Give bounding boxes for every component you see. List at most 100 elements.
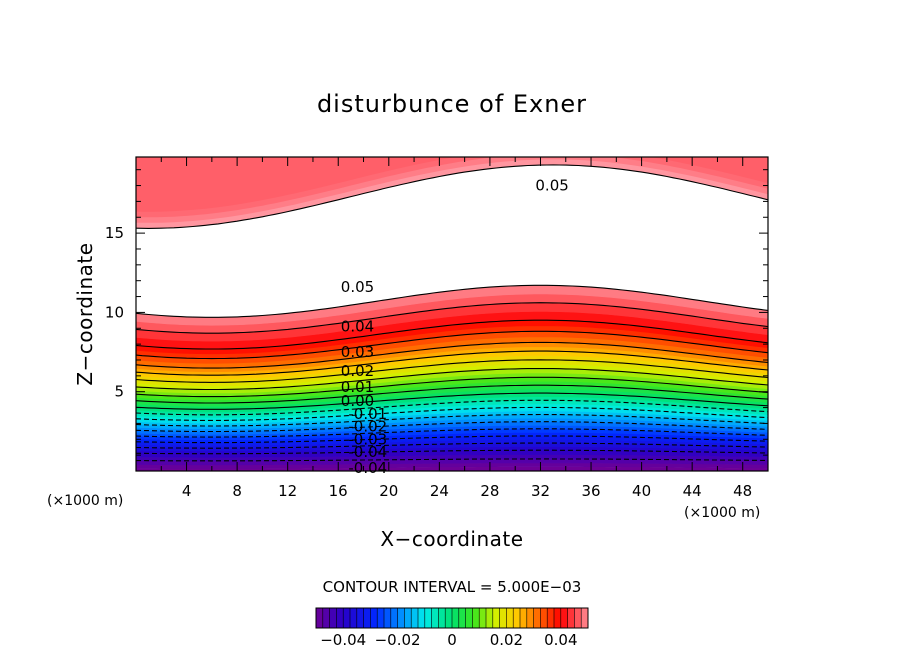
chart-title: disturbunce of Exner	[317, 90, 587, 118]
contour-lines	[136, 164, 768, 462]
contour-line	[136, 359, 768, 383]
colorbar-swatch	[472, 608, 480, 628]
contour-line	[136, 341, 768, 369]
colorbar-swatch	[567, 608, 575, 628]
x-axis-unit-right: (×1000 m)	[684, 505, 760, 521]
colorbar-swatch	[445, 608, 453, 628]
contour-line	[136, 449, 768, 455]
colorbar-swatch	[350, 608, 358, 628]
x-tick-label: 28	[480, 482, 499, 500]
colorbar-swatch	[526, 608, 534, 628]
contour-line	[136, 384, 768, 404]
contour-label: -0.02	[348, 418, 387, 436]
y-tick-label: 15	[105, 224, 124, 242]
x-axis-ticks: 4 8 12 16 20 24 28 32 36 40 44 48	[135, 157, 769, 500]
x-tick-label: 8	[232, 482, 242, 500]
contour-label: 0.03	[341, 343, 374, 361]
colorbar-swatch	[499, 608, 507, 628]
contour-line	[136, 442, 768, 449]
x-tick-label: 12	[278, 482, 297, 500]
colorbar-swatch	[384, 608, 392, 628]
colorbar-swatch	[370, 608, 378, 628]
x-tick-label: 20	[379, 482, 398, 500]
colorbar-tick-label: 0	[447, 631, 457, 649]
contour-band-upper	[136, 157, 768, 212]
x-tick-label: 4	[182, 482, 192, 500]
colorbar-swatch	[431, 608, 439, 628]
x-axis-unit-left: (×1000 m)	[47, 493, 123, 509]
contour-label: 0.04	[341, 318, 374, 336]
contour-label: 0.00	[341, 392, 374, 410]
y-axis-label: Z−coordinate	[73, 242, 97, 385]
contour-label: -0.01	[348, 405, 387, 423]
x-tick-label: 16	[329, 482, 348, 500]
colorbar-ticks: −0.04 −0.02 0 0.02 0.04	[320, 631, 577, 649]
colorbar-frame	[315, 607, 589, 629]
contour-label: 0.05	[341, 278, 374, 296]
colorbar-swatch	[397, 608, 405, 628]
colorbar-swatch	[540, 608, 548, 628]
contour-line	[136, 284, 768, 318]
colorbar-swatch	[581, 608, 589, 628]
contour-label: -0.04	[348, 443, 387, 461]
colorbar-swatch	[547, 608, 555, 628]
contour-label: -0.04	[348, 459, 387, 477]
colorbar-tick-label: −0.02	[375, 631, 421, 649]
plot-area: 0.050.040.030.020.010.00-0.01-0.02-0.03-…	[105, 156, 769, 500]
contour-line	[136, 399, 768, 416]
colorbar-swatch	[479, 608, 487, 628]
contour-line	[136, 330, 768, 360]
contour-line	[136, 376, 768, 398]
contour-line	[136, 413, 768, 427]
colorbar-swatch	[458, 608, 466, 628]
colorbar-swatch	[329, 608, 337, 628]
colorbar-swatch	[336, 608, 344, 628]
colorbar-tick-label: 0.02	[490, 631, 523, 649]
contour-line	[136, 428, 768, 438]
x-tick-label: 36	[581, 482, 600, 500]
contour-label: 0.05	[535, 177, 568, 195]
colorbar-swatch	[554, 608, 562, 628]
colorbar-tick-label: −0.04	[320, 631, 366, 649]
contour-fills	[136, 157, 768, 471]
contour-line	[136, 164, 768, 229]
y-tick-label: 10	[105, 303, 124, 321]
colorbar	[315, 607, 589, 629]
contour-line	[136, 392, 768, 410]
contour-line	[136, 368, 768, 391]
colorbar-swatch	[506, 608, 514, 628]
contour-labels: 0.050.040.030.020.010.00-0.01-0.02-0.03-…	[341, 177, 569, 477]
colorbar-swatch	[560, 608, 568, 628]
colorbar-swatch	[404, 608, 412, 628]
x-tick-label: 40	[632, 482, 651, 500]
colorbar-swatch	[316, 608, 324, 628]
x-tick-label: 44	[683, 482, 702, 500]
contour-band	[136, 466, 768, 471]
contour-line	[136, 421, 768, 433]
colorbar-swatch	[492, 608, 500, 628]
colorbar-swatch	[377, 608, 385, 628]
contour-label: 0.01	[341, 378, 374, 396]
colorbar-swatch	[438, 608, 446, 628]
colorbar-swatch	[411, 608, 419, 628]
contour-line	[136, 319, 768, 350]
contour-line	[136, 458, 768, 462]
x-tick-label: 24	[430, 482, 449, 500]
colorbar-swatch	[486, 608, 494, 628]
contour-label: 0.02	[341, 362, 374, 380]
colorbar-swatch	[390, 608, 398, 628]
colorbar-tick-label: 0.04	[544, 631, 577, 649]
colorbar-swatch	[356, 608, 364, 628]
y-axis-ticks: 5 10 15	[105, 169, 768, 472]
contour-label: -0.03	[348, 430, 387, 448]
contour-interval-text: CONTOUR INTERVAL = 5.000E−03	[323, 578, 582, 596]
x-tick-label: 48	[733, 482, 752, 500]
colorbar-swatch	[574, 608, 582, 628]
colorbar-swatch	[322, 608, 330, 628]
y-tick-label: 5	[114, 383, 124, 401]
contour-line	[136, 350, 768, 376]
colorbar-swatch	[533, 608, 541, 628]
contour-line	[136, 406, 768, 421]
plot-frame	[135, 156, 769, 472]
